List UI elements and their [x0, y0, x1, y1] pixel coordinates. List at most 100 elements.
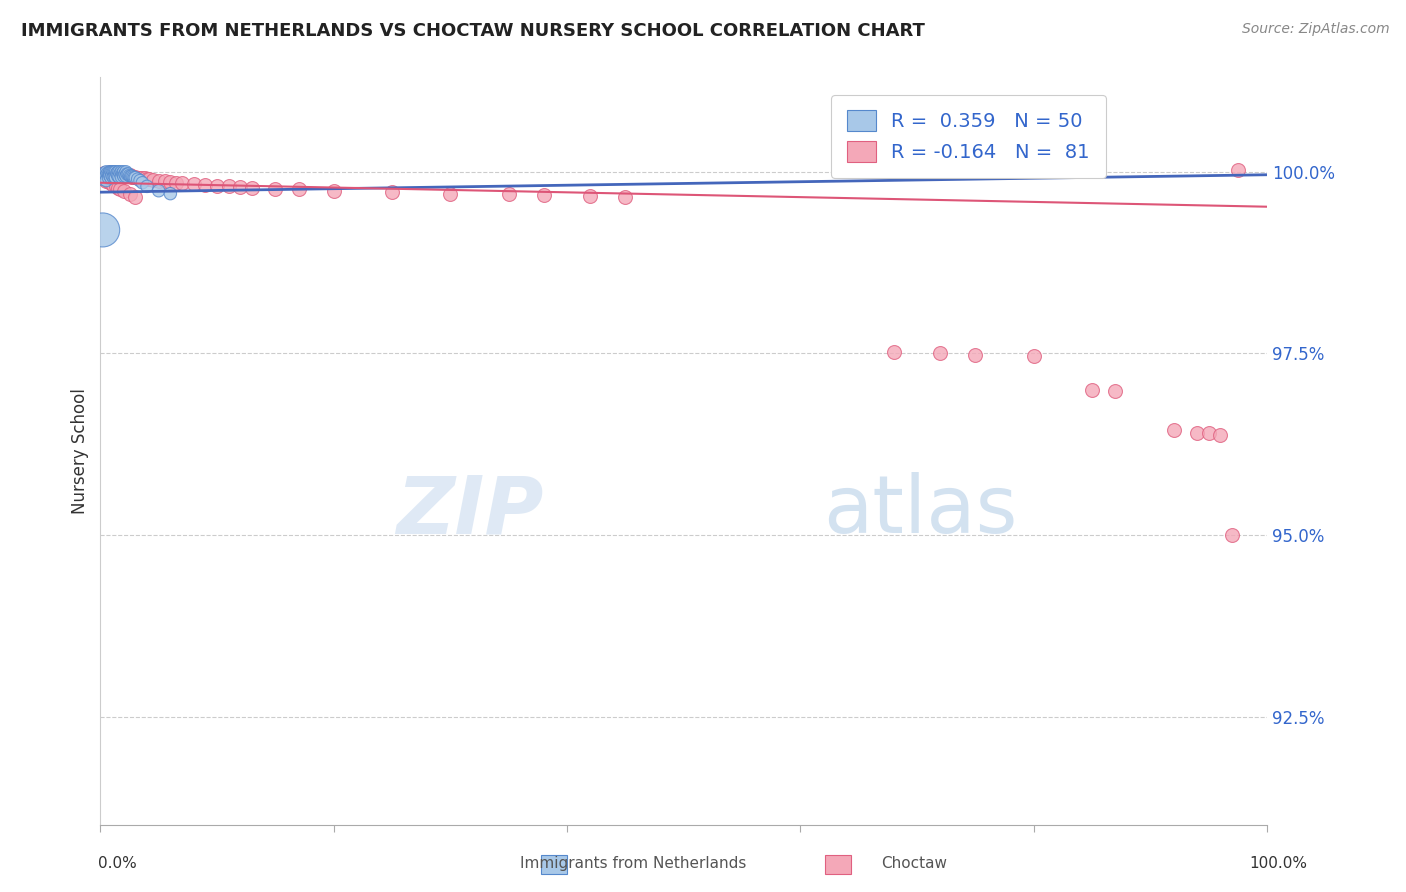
Point — [165, 176, 187, 190]
Text: 100.0%: 100.0% — [1250, 856, 1308, 871]
Point — [148, 184, 170, 198]
Point — [103, 178, 125, 192]
Point — [112, 169, 135, 184]
Point — [103, 167, 125, 181]
Point — [1104, 384, 1126, 399]
Point — [103, 169, 125, 184]
Point — [110, 169, 132, 184]
Point — [96, 169, 118, 183]
Point — [124, 169, 146, 184]
Point — [96, 166, 118, 180]
Point — [131, 171, 153, 186]
Point — [96, 167, 118, 181]
Point — [100, 177, 122, 191]
Point — [122, 169, 145, 184]
Point — [96, 166, 118, 180]
Text: Immigrants from Netherlands: Immigrants from Netherlands — [519, 856, 747, 871]
Point — [112, 168, 135, 182]
Point — [148, 173, 170, 187]
Point — [381, 185, 404, 199]
Point — [96, 173, 118, 187]
Point — [929, 346, 952, 360]
Point — [98, 169, 121, 183]
Point — [240, 181, 263, 195]
Point — [134, 171, 156, 186]
Y-axis label: Nursery School: Nursery School — [72, 389, 89, 515]
Point — [96, 165, 118, 179]
Point — [136, 172, 159, 186]
Point — [121, 169, 143, 184]
Point — [264, 181, 287, 195]
Point — [107, 166, 129, 180]
Point — [101, 169, 124, 183]
Point — [108, 168, 131, 182]
Point — [103, 165, 125, 179]
Point — [111, 168, 134, 182]
Point — [614, 189, 637, 203]
Point — [93, 166, 115, 180]
Point — [97, 170, 120, 185]
Point — [103, 165, 125, 179]
Point — [965, 348, 987, 362]
Point — [218, 179, 240, 194]
Point — [101, 165, 124, 179]
Point — [1081, 383, 1104, 397]
Point — [118, 169, 141, 183]
Point — [129, 173, 152, 187]
Point — [142, 173, 165, 187]
Point — [101, 169, 124, 183]
Point — [118, 169, 141, 183]
Point — [322, 184, 344, 198]
Point — [1226, 163, 1249, 178]
Text: ZIP: ZIP — [396, 472, 544, 550]
Point — [96, 173, 118, 187]
Point — [118, 187, 141, 202]
Point — [122, 169, 145, 184]
Point — [107, 165, 129, 179]
Point — [136, 179, 159, 194]
Point — [1163, 423, 1185, 437]
Point — [101, 165, 124, 179]
Point — [120, 169, 142, 184]
Point — [108, 169, 131, 184]
Point — [104, 170, 127, 185]
Point — [131, 176, 153, 190]
Point — [104, 179, 127, 194]
Point — [205, 178, 228, 193]
Text: atlas: atlas — [824, 472, 1018, 550]
Point — [579, 189, 602, 203]
Point — [100, 165, 122, 179]
Point — [94, 166, 117, 180]
Point — [127, 172, 149, 186]
Point — [104, 167, 127, 181]
Point — [229, 180, 252, 194]
Point — [115, 165, 138, 179]
Point — [115, 169, 138, 183]
Point — [91, 223, 114, 237]
Point — [111, 166, 134, 180]
Point — [159, 186, 181, 201]
Point — [103, 166, 125, 180]
Point — [112, 185, 135, 199]
Point — [153, 174, 176, 188]
Point — [1022, 349, 1045, 363]
Text: 0.0%: 0.0% — [98, 856, 138, 871]
Point — [194, 178, 217, 192]
Point — [104, 165, 127, 179]
Point — [1209, 427, 1232, 442]
Point — [112, 165, 135, 179]
Point — [97, 175, 120, 189]
Point — [159, 175, 181, 189]
Point — [124, 190, 146, 204]
Point — [108, 182, 131, 196]
Point — [439, 186, 461, 201]
Point — [98, 165, 121, 179]
Point — [107, 169, 129, 184]
Point — [1185, 426, 1208, 441]
Point — [94, 166, 117, 180]
Point — [114, 168, 136, 182]
Point — [129, 170, 152, 185]
Point — [287, 182, 309, 196]
Point — [170, 177, 193, 191]
Text: Choctaw: Choctaw — [882, 856, 946, 871]
